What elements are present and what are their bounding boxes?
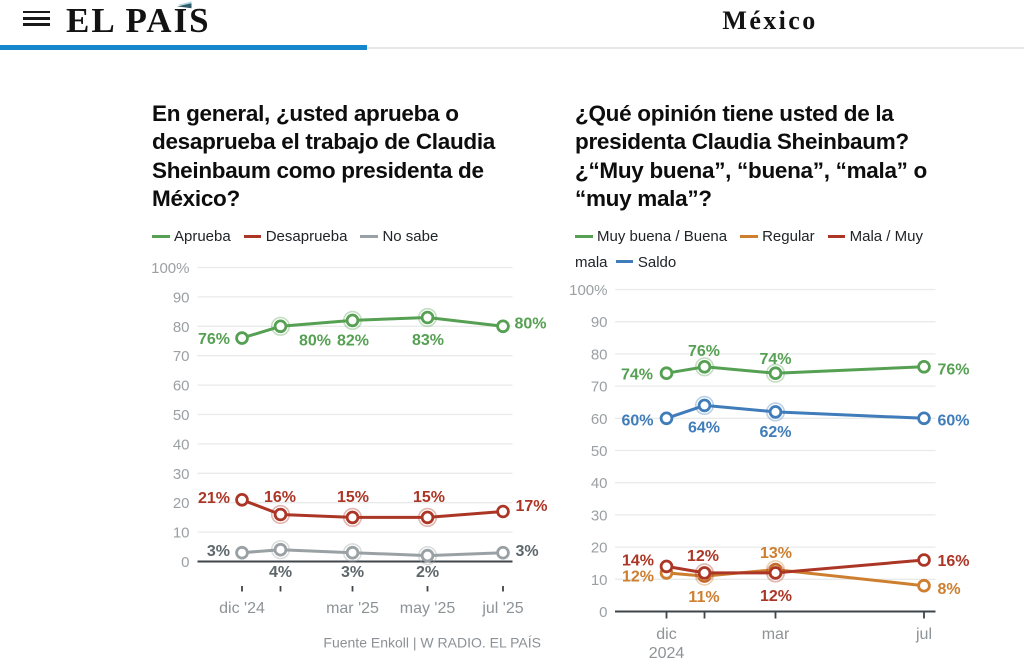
svg-text:mar '25: mar '25 [326, 600, 379, 617]
svg-text:76%: 76% [198, 331, 230, 348]
svg-text:4%: 4% [269, 564, 292, 581]
svg-text:12%: 12% [687, 548, 719, 565]
svg-text:90: 90 [591, 314, 608, 331]
svg-text:10: 10 [591, 572, 608, 589]
svg-text:30: 30 [173, 466, 190, 483]
svg-text:82%: 82% [337, 333, 369, 350]
svg-text:15%: 15% [413, 489, 445, 506]
svg-text:64%: 64% [688, 420, 720, 437]
svg-text:30: 30 [591, 507, 608, 524]
svg-text:80%: 80% [299, 333, 331, 350]
svg-text:0: 0 [181, 554, 189, 571]
svg-text:mar: mar [762, 626, 790, 643]
svg-text:Fuente Enkoll | W RADIO. EL PA: Fuente Enkoll | W RADIO. EL PAÍS [323, 635, 541, 651]
svg-text:70: 70 [173, 348, 190, 365]
svg-text:2%: 2% [416, 564, 439, 581]
svg-text:76%: 76% [688, 343, 720, 360]
svg-text:50: 50 [591, 443, 608, 460]
svg-text:2024: 2024 [649, 645, 685, 662]
svg-text:80: 80 [591, 346, 608, 363]
svg-text:12%: 12% [760, 588, 792, 605]
svg-text:90: 90 [173, 289, 190, 306]
svg-text:80: 80 [173, 319, 190, 336]
svg-text:0: 0 [599, 604, 607, 621]
svg-text:100%: 100% [151, 260, 189, 277]
svg-text:76%: 76% [938, 362, 970, 379]
svg-text:jul: jul [915, 626, 932, 643]
svg-text:60: 60 [591, 411, 608, 428]
svg-text:74%: 74% [759, 351, 791, 368]
svg-text:20: 20 [591, 540, 608, 557]
svg-text:10: 10 [173, 525, 190, 542]
svg-text:60%: 60% [938, 413, 970, 430]
svg-text:60: 60 [173, 378, 190, 395]
svg-text:40: 40 [173, 436, 190, 453]
svg-text:dic '24: dic '24 [219, 600, 265, 617]
svg-text:17%: 17% [516, 498, 548, 515]
svg-text:62%: 62% [759, 424, 791, 441]
svg-text:50: 50 [173, 407, 190, 424]
svg-text:3%: 3% [207, 543, 230, 560]
svg-text:100%: 100% [569, 282, 607, 299]
svg-text:83%: 83% [412, 332, 444, 349]
svg-text:16%: 16% [264, 489, 296, 506]
svg-text:21%: 21% [198, 490, 230, 507]
svg-text:12%: 12% [622, 569, 654, 586]
svg-text:jul '25: jul '25 [481, 600, 523, 617]
svg-text:40: 40 [591, 475, 608, 492]
svg-text:3%: 3% [341, 564, 364, 581]
svg-text:8%: 8% [938, 581, 961, 598]
svg-text:60%: 60% [621, 413, 653, 430]
svg-text:14%: 14% [622, 553, 654, 570]
svg-text:74%: 74% [621, 367, 653, 384]
svg-text:3%: 3% [516, 543, 539, 560]
svg-text:70: 70 [591, 379, 608, 396]
svg-text:11%: 11% [688, 589, 719, 606]
svg-text:may '25: may '25 [400, 600, 456, 617]
svg-text:80%: 80% [515, 316, 547, 333]
svg-text:dic: dic [656, 626, 676, 643]
svg-text:13%: 13% [760, 545, 792, 562]
svg-text:20: 20 [173, 495, 190, 512]
svg-text:15%: 15% [337, 489, 369, 506]
svg-text:16%: 16% [938, 553, 970, 570]
